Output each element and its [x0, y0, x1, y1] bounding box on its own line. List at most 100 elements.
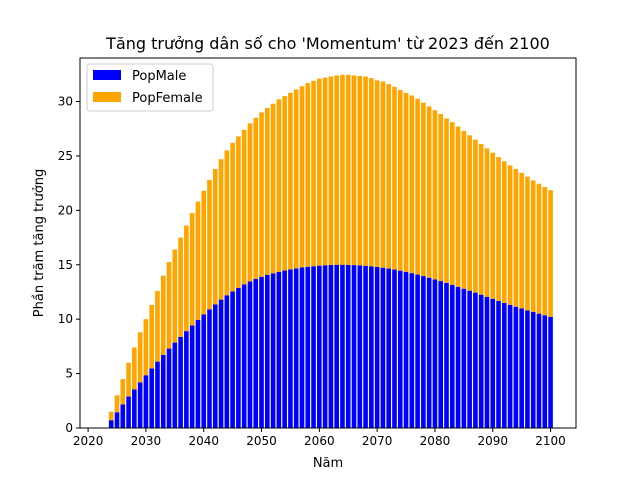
bar-popfemale-2080: [432, 110, 438, 280]
legend-swatch-popmale: [93, 70, 121, 80]
bar-popfemale-2062: [328, 76, 334, 265]
x-tick-label: 2080: [420, 434, 451, 448]
bar-popfemale-2060: [317, 78, 322, 266]
bar-popfemale-2026: [120, 379, 126, 405]
bar-popmale-2076: [409, 273, 415, 428]
bar-popfemale-2058: [305, 83, 311, 267]
bar-popfemale-2056: [293, 89, 299, 269]
bar-popfemale-2097: [530, 180, 536, 312]
bar-popmale-2044: [224, 295, 230, 428]
bar-popmale-2074: [397, 270, 403, 428]
bar-popfemale-2082: [444, 118, 449, 283]
y-tick-label: 30: [58, 95, 73, 109]
bar-popfemale-2040: [201, 190, 207, 315]
bar-popmale-2099: [542, 315, 548, 428]
legend-label-popmale: PopMale: [132, 69, 186, 84]
bar-popmale-2049: [253, 278, 259, 428]
bar-popfemale-2072: [386, 84, 392, 269]
bars-group: [108, 74, 553, 428]
bar-popmale-2097: [530, 311, 536, 428]
bar-popmale-2082: [444, 282, 449, 428]
bar-popmale-2087: [473, 292, 478, 428]
y-tick-label: 25: [58, 149, 73, 163]
bar-popfemale-2071: [380, 81, 386, 268]
bar-popfemale-2086: [467, 135, 472, 291]
bar-popfemale-2084: [455, 126, 461, 287]
bar-popfemale-2024: [108, 411, 114, 421]
bar-popmale-2039: [195, 319, 201, 428]
legend-swatch-popfemale: [93, 92, 121, 102]
bar-popmale-2035: [172, 342, 178, 428]
bar-popmale-2041: [207, 309, 212, 428]
bar-popfemale-2095: [519, 172, 524, 309]
bar-popfemale-2059: [311, 80, 316, 267]
bar-popmale-2024: [108, 420, 114, 428]
bar-popmale-2070: [374, 266, 380, 428]
x-tick-label: 2100: [535, 434, 566, 448]
bar-popmale-2077: [415, 274, 420, 428]
bar-popmale-2089: [484, 296, 490, 428]
bar-popfemale-2065: [345, 74, 351, 265]
bar-popfemale-2038: [189, 213, 195, 326]
bar-popmale-2055: [288, 269, 293, 428]
x-tick-label: 2050: [246, 434, 277, 448]
bar-popmale-2088: [478, 294, 484, 428]
bar-popfemale-2044: [224, 150, 230, 296]
bar-popmale-2084: [455, 286, 461, 428]
x-tick-label: 2030: [131, 434, 162, 448]
bar-popfemale-2052: [270, 103, 276, 274]
bar-popfemale-2087: [473, 139, 478, 293]
bar-popmale-2092: [502, 302, 507, 428]
bar-popmale-2072: [386, 268, 392, 428]
bar-popmale-2083: [449, 284, 455, 428]
bar-popfemale-2093: [507, 165, 513, 305]
bar-popmale-2095: [519, 308, 524, 428]
bar-popfemale-2064: [340, 74, 345, 265]
x-tick-label: 2020: [73, 434, 104, 448]
bar-popfemale-2057: [299, 86, 305, 268]
bar-popfemale-2076: [409, 95, 415, 274]
bar-popmale-2052: [270, 273, 276, 428]
bar-popmale-2058: [305, 266, 311, 428]
bar-popfemale-2029: [137, 332, 143, 383]
bar-popmale-2062: [328, 264, 334, 428]
y-tick-label: 15: [58, 258, 73, 272]
bar-popfemale-2083: [449, 122, 455, 285]
bar-popmale-2031: [149, 368, 154, 428]
bar-popmale-2063: [334, 264, 339, 428]
bar-popmale-2086: [467, 290, 472, 428]
bar-popfemale-2045: [230, 142, 235, 292]
y-axis-label: Phần trăm tăng trưởng: [32, 169, 47, 317]
bar-popfemale-2046: [236, 136, 241, 288]
bar-popmale-2079: [426, 277, 432, 428]
bar-popmale-2067: [357, 265, 363, 428]
bar-popmale-2081: [438, 281, 444, 428]
bar-popfemale-2036: [178, 237, 183, 337]
bar-popmale-2100: [548, 316, 553, 428]
bar-popmale-2028: [132, 389, 137, 428]
bar-popfemale-2092: [502, 161, 507, 303]
bar-popmale-2046: [236, 287, 241, 428]
y-tick-label: 20: [58, 203, 73, 217]
bar-popfemale-2034: [166, 262, 172, 349]
bar-popfemale-2053: [276, 99, 282, 272]
bar-popmale-2048: [247, 281, 253, 428]
bar-popmale-2034: [166, 348, 172, 428]
bar-popmale-2040: [201, 314, 207, 428]
bar-popmale-2098: [536, 313, 542, 428]
x-tick-label: 2070: [362, 434, 393, 448]
bar-popfemale-2039: [195, 201, 201, 320]
plot-frame: [79, 57, 577, 429]
bar-popmale-2065: [345, 264, 351, 428]
bar-popfemale-2077: [415, 98, 420, 275]
bar-popmale-2080: [432, 279, 438, 428]
bar-popfemale-2088: [478, 143, 484, 295]
bar-popfemale-2048: [247, 123, 253, 282]
bar-popmale-2093: [507, 304, 513, 428]
x-tick-label: 2090: [477, 434, 508, 448]
bar-popmale-2036: [178, 336, 183, 428]
bar-popfemale-2067: [357, 75, 363, 266]
bar-popfemale-2074: [397, 90, 403, 271]
